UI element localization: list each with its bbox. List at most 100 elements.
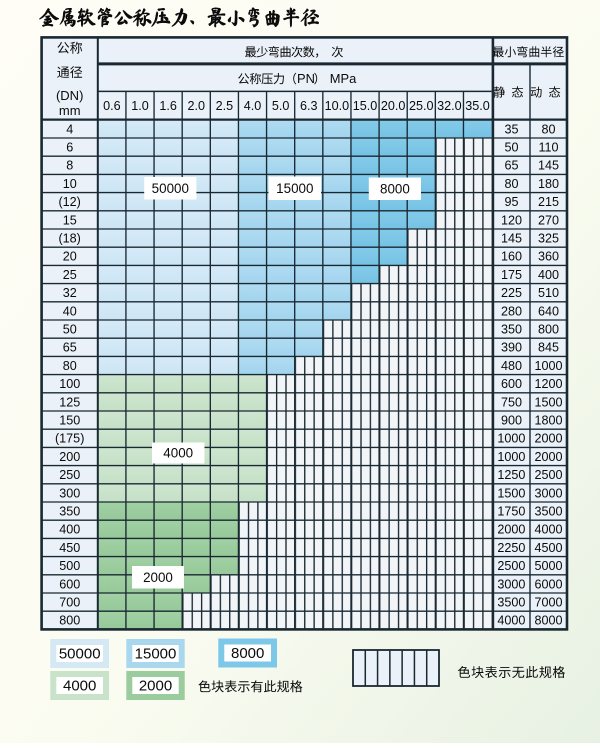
svg-text:150: 150	[59, 414, 80, 428]
svg-text:100: 100	[59, 377, 80, 391]
svg-text:65: 65	[63, 341, 77, 355]
svg-text:80: 80	[63, 359, 77, 373]
svg-text:4500: 4500	[534, 541, 562, 555]
svg-text:50: 50	[63, 323, 77, 337]
svg-text:900: 900	[501, 414, 522, 428]
svg-text:1200: 1200	[534, 377, 562, 391]
svg-text:1750: 1750	[497, 505, 525, 519]
svg-text:4000: 4000	[497, 614, 525, 628]
svg-text:2000: 2000	[534, 432, 562, 446]
svg-text:800: 800	[59, 614, 80, 628]
svg-text:80: 80	[504, 177, 518, 191]
svg-text:1000: 1000	[534, 359, 562, 373]
svg-text:4000: 4000	[163, 446, 193, 461]
svg-text:(175): (175)	[55, 432, 84, 446]
svg-text:1000: 1000	[497, 450, 525, 464]
svg-text:40: 40	[63, 304, 77, 318]
svg-text:800: 800	[538, 323, 559, 337]
svg-text:6: 6	[66, 141, 73, 155]
svg-text:1.0: 1.0	[131, 99, 149, 113]
svg-text:(DN): (DN)	[56, 88, 83, 103]
svg-text:PN: PN	[297, 71, 315, 86]
svg-text:215: 215	[538, 195, 559, 209]
svg-text:32.0: 32.0	[437, 99, 462, 113]
svg-text:3000: 3000	[497, 577, 525, 591]
svg-text:280: 280	[501, 304, 522, 318]
svg-text:700: 700	[59, 596, 80, 610]
svg-text:50000: 50000	[152, 181, 189, 196]
svg-text:35: 35	[504, 122, 518, 136]
svg-text:10.0: 10.0	[325, 99, 350, 113]
svg-text:145: 145	[501, 232, 522, 246]
svg-text:2000: 2000	[139, 678, 172, 695]
svg-text:5000: 5000	[534, 559, 562, 573]
svg-text:8000: 8000	[380, 181, 410, 196]
svg-text:2000: 2000	[143, 570, 173, 585]
svg-text:50: 50	[504, 141, 518, 155]
svg-text:600: 600	[501, 377, 522, 391]
svg-text:3500: 3500	[534, 505, 562, 519]
svg-text:480: 480	[501, 359, 522, 373]
svg-text:1250: 1250	[497, 468, 525, 482]
svg-text:95: 95	[504, 195, 518, 209]
svg-text:400: 400	[59, 523, 80, 537]
svg-text:225: 225	[501, 286, 522, 300]
svg-text:500: 500	[59, 559, 80, 573]
svg-text:390: 390	[501, 341, 522, 355]
svg-text:845: 845	[538, 341, 559, 355]
svg-text:1500: 1500	[497, 486, 525, 500]
svg-text:4000: 4000	[534, 523, 562, 537]
svg-text:2500: 2500	[534, 468, 562, 482]
svg-text:2250: 2250	[497, 541, 525, 555]
svg-text:145: 145	[538, 159, 559, 173]
svg-text:120: 120	[501, 213, 522, 227]
svg-text:1.6: 1.6	[159, 99, 177, 113]
svg-text:35.0: 35.0	[465, 99, 490, 113]
svg-text:5.0: 5.0	[272, 99, 290, 113]
svg-text:4: 4	[66, 122, 73, 136]
svg-text:32: 32	[63, 286, 77, 300]
svg-text:2.0: 2.0	[187, 99, 205, 113]
svg-text:7000: 7000	[534, 596, 562, 610]
svg-text:1000: 1000	[497, 432, 525, 446]
svg-text:2500: 2500	[497, 559, 525, 573]
svg-text:200: 200	[59, 450, 80, 464]
svg-text:4.0: 4.0	[244, 99, 262, 113]
svg-text:1800: 1800	[534, 414, 562, 428]
svg-text:350: 350	[501, 323, 522, 337]
svg-text:MPa: MPa	[330, 71, 357, 86]
svg-text:350: 350	[59, 505, 80, 519]
svg-text:(18): (18)	[58, 232, 80, 246]
svg-text:10: 10	[63, 177, 77, 191]
svg-text:510: 510	[538, 286, 559, 300]
svg-text:15000: 15000	[135, 646, 177, 663]
svg-text:3000: 3000	[534, 486, 562, 500]
svg-text:270: 270	[538, 213, 559, 227]
svg-text:6000: 6000	[534, 577, 562, 591]
svg-text:15000: 15000	[276, 181, 313, 196]
svg-text:65: 65	[504, 159, 518, 173]
svg-text:mm: mm	[59, 103, 81, 118]
svg-text:2000: 2000	[534, 450, 562, 464]
svg-text:4000: 4000	[63, 678, 96, 695]
svg-text:15: 15	[63, 213, 77, 227]
svg-text:325: 325	[538, 232, 559, 246]
svg-text:50000: 50000	[59, 646, 101, 663]
svg-text:450: 450	[59, 541, 80, 555]
svg-text:20.0: 20.0	[381, 99, 406, 113]
svg-text:(12): (12)	[58, 195, 80, 209]
svg-text:1500: 1500	[534, 395, 562, 409]
svg-text:6.3: 6.3	[300, 99, 318, 113]
svg-text:180: 180	[538, 177, 559, 191]
svg-text:750: 750	[501, 395, 522, 409]
svg-text:80: 80	[541, 122, 555, 136]
svg-text:160: 160	[501, 250, 522, 264]
svg-text:2000: 2000	[497, 523, 525, 537]
svg-text:110: 110	[538, 141, 558, 155]
svg-text:2.5: 2.5	[216, 99, 234, 113]
svg-text:25.0: 25.0	[409, 99, 434, 113]
svg-text:360: 360	[538, 250, 559, 264]
svg-text:3500: 3500	[497, 596, 525, 610]
svg-text:20: 20	[63, 250, 77, 264]
svg-text:600: 600	[59, 577, 80, 591]
